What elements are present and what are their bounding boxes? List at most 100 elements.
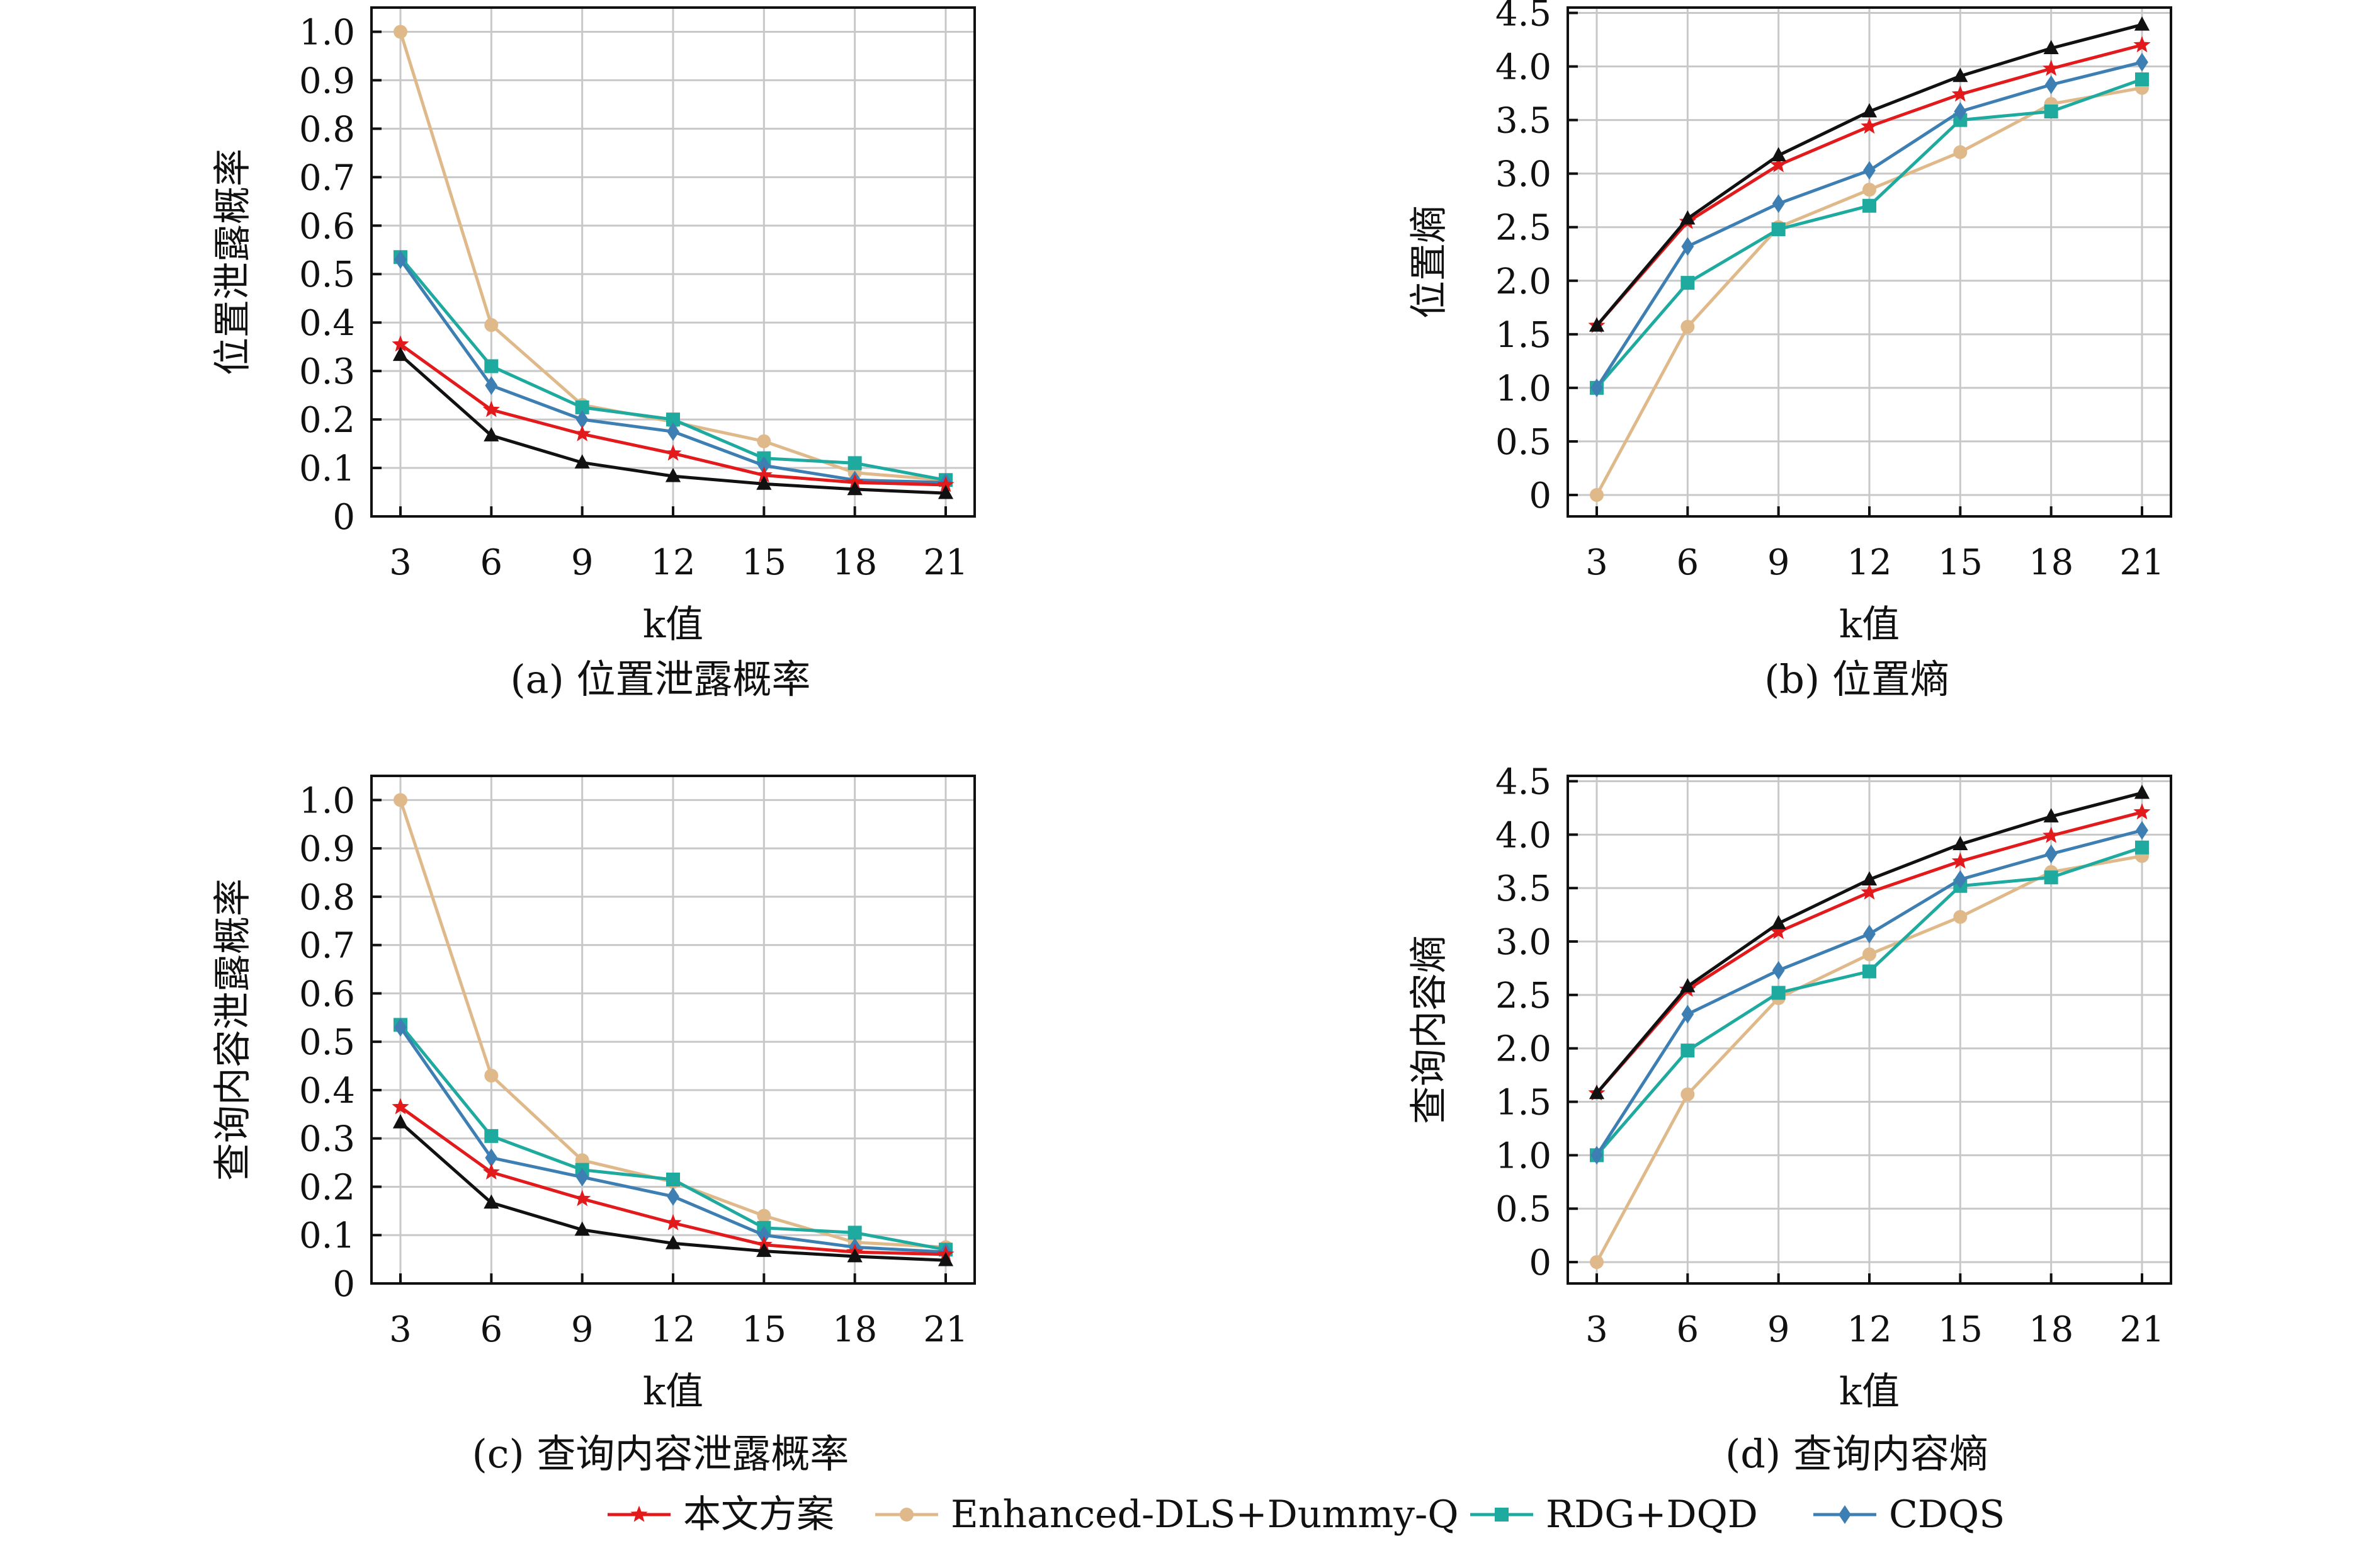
data-point (1770, 156, 1788, 173)
y-tick-label: 0.4 (299, 303, 355, 344)
x-tick-label: 9 (571, 542, 594, 583)
data-point (666, 412, 680, 427)
x-tick-label: 18 (832, 1309, 877, 1350)
data-point (1680, 210, 1696, 225)
data-point (1680, 276, 1695, 290)
chart-panel-a: 3 6 9 12 15 18 21 0 0.1 0.2 0.3 0.4 0.5 0.6 0.7 0.8 0.9 1… (211, 6, 976, 702)
x-tick-label: 9 (571, 1309, 594, 1350)
x-tick-label: 21 (2119, 542, 2164, 583)
data-point (1863, 161, 1876, 180)
panel-caption: (c) 查询内容泄露概率 (472, 1431, 849, 1477)
legend-marker (900, 1508, 914, 1522)
data-point (756, 1243, 772, 1257)
y-tick-label: 3.5 (1495, 101, 1551, 142)
data-point (1954, 870, 1967, 889)
y-tick-label: 0.4 (299, 1071, 355, 1112)
data-point (484, 1129, 499, 1143)
y-tick-label: 0.6 (299, 206, 355, 247)
data-point (664, 444, 682, 461)
data-point (757, 1209, 771, 1223)
data-point (574, 1221, 590, 1236)
legend-label: Enhanced-DLS+Dummy-Q (951, 1493, 1459, 1537)
x-tick-label: 12 (650, 542, 695, 583)
data-point (2133, 803, 2151, 820)
panel-caption: (a) 位置泄露概率 (510, 656, 810, 702)
data-point (1589, 317, 1605, 332)
x-tick-label: 18 (832, 542, 877, 583)
data-point (484, 1194, 499, 1209)
data-point (2043, 808, 2059, 822)
y-tick-label: 1.0 (1495, 1135, 1551, 1176)
data-point (1862, 183, 1876, 197)
legend-item: Enhanced-DLS+Dummy-Q (875, 1493, 1459, 1537)
x-axis-label: k值 (643, 603, 703, 647)
y-tick-label: 2.5 (1495, 208, 1551, 249)
y-tick-label: 0.5 (299, 254, 355, 295)
y-axis-label: 位置泄露概率 (211, 149, 255, 375)
y-tick-label: 0.9 (299, 829, 355, 870)
data-point (2044, 870, 2058, 885)
x-tick-label: 15 (1938, 542, 1983, 583)
y-tick-label: 0 (332, 1264, 355, 1305)
data-point (667, 1186, 679, 1206)
data-point (1681, 237, 1694, 256)
y-tick-label: 0 (1529, 1243, 1551, 1283)
y-tick-label: 0.8 (299, 109, 355, 150)
legend: 本文方案 Enhanced-DLS+Dummy-Q RDG+DQD CDQS (608, 1493, 2005, 1537)
y-tick-label: 0.7 (299, 157, 355, 198)
x-tick-label: 15 (742, 542, 786, 583)
y-tick-label: 0.5 (299, 1022, 355, 1063)
legend-label: 本文方案 (683, 1493, 834, 1537)
y-tick-label: 0.6 (299, 974, 355, 1015)
data-point (392, 1114, 409, 1129)
y-tick-label: 3.5 (1495, 868, 1551, 909)
data-point (756, 475, 772, 490)
data-point (2043, 826, 2060, 843)
x-tick-label: 18 (2029, 1309, 2073, 1350)
x-tick-label: 6 (480, 1309, 503, 1350)
y-tick-label: 1.5 (1495, 315, 1551, 356)
data-point (2136, 821, 2148, 840)
x-axis-label: k值 (1839, 1370, 1900, 1414)
y-tick-label: 4.5 (1495, 761, 1551, 802)
data-point (392, 1098, 409, 1115)
x-tick-label: 3 (1585, 1309, 1608, 1350)
x-axis-label: k值 (643, 1370, 703, 1414)
data-point (665, 467, 681, 482)
data-point (394, 793, 407, 807)
y-axis-label: 位置熵 (1407, 205, 1451, 319)
data-point (2043, 59, 2060, 76)
data-point (1590, 1146, 1603, 1165)
data-point (1953, 909, 1968, 924)
data-point (1951, 85, 1969, 102)
x-tick-label: 3 (389, 1309, 412, 1350)
legend-item: 本文方案 (608, 1493, 834, 1537)
x-axis-label: k值 (1839, 603, 1900, 647)
data-point (847, 1248, 863, 1263)
x-tick-label: 18 (2029, 542, 2073, 583)
data-point (1861, 103, 1878, 118)
y-tick-label: 1.5 (1495, 1083, 1551, 1124)
data-point (575, 1168, 589, 1186)
y-tick-label: 0 (1529, 475, 1551, 516)
x-tick-label: 21 (2119, 1309, 2164, 1350)
data-point (1772, 960, 1785, 980)
y-tick-label: 4.5 (1495, 0, 1551, 35)
y-tick-label: 1.0 (1495, 368, 1551, 409)
x-tick-label: 3 (1585, 542, 1608, 583)
x-tick-label: 15 (1938, 1309, 1983, 1350)
y-tick-label: 0.2 (299, 400, 355, 441)
series-3 (1590, 821, 2148, 1165)
legend-marker (630, 1505, 648, 1522)
data-point (392, 335, 409, 352)
data-point (394, 25, 407, 39)
data-point (2044, 75, 2058, 94)
y-tick-label: 0 (332, 497, 355, 538)
y-tick-label: 4.0 (1495, 815, 1551, 856)
data-point (1862, 947, 1876, 962)
legend-marker (1839, 1505, 1851, 1524)
data-point (1681, 1004, 1694, 1024)
data-point (2134, 16, 2150, 31)
data-point (394, 250, 407, 270)
x-tick-label: 15 (742, 1309, 786, 1350)
